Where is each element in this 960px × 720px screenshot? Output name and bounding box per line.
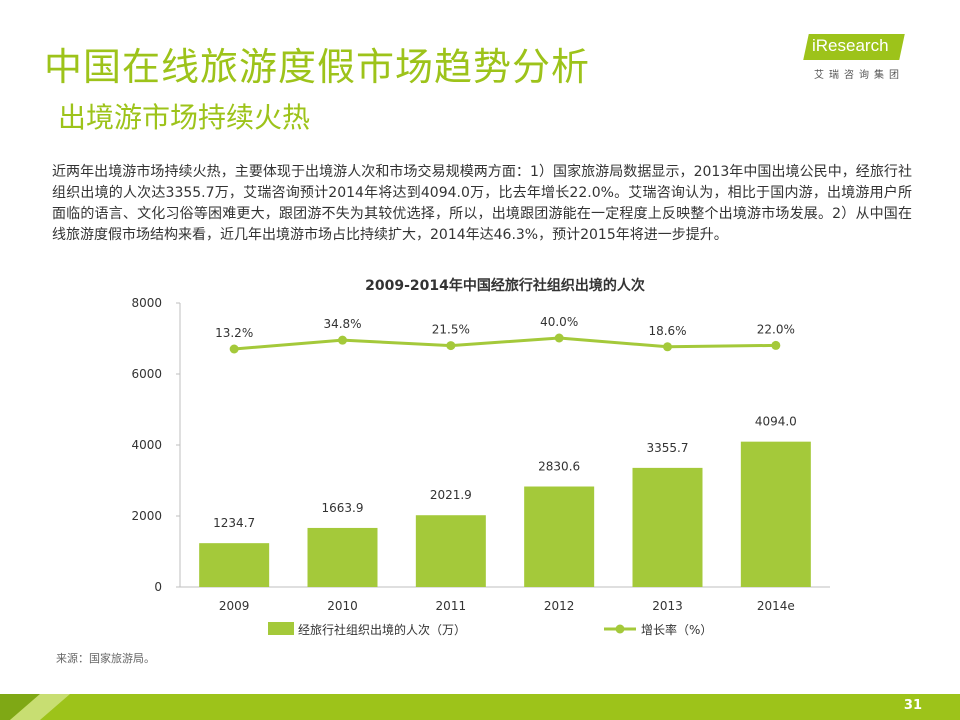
body-paragraph: 近两年出境游市场持续火热，主要体现于出境游人次和市场交易规模两方面：1）国家旅游… [52,164,912,243]
growth-value-label: 34.8% [323,317,361,331]
growth-point [446,341,456,351]
x-tick-label: 2012 [544,599,575,613]
footer-decoration [0,694,70,720]
bar-value-label: 3355.7 [647,441,689,455]
page-subtitle: 出境游市场持续火热 [58,101,311,134]
growth-point [554,333,564,343]
growth-value-label: 13.2% [215,326,253,340]
logo-text: iResearch [812,36,889,55]
footer-bar [0,694,960,720]
x-tick-label: 2009 [219,599,250,613]
chart-title: 2009-2014年中国经旅行社组织出境的人次 [365,277,645,294]
page-title: 中国在线旅游度假市场趋势分析 [44,45,591,89]
legend-bar-swatch [268,622,294,635]
bar [524,486,595,587]
x-tick-label: 2013 [652,599,683,613]
growth-point [663,342,672,352]
bar-value-label: 1234.7 [213,516,255,530]
y-tick-label: 2000 [131,509,162,523]
growth-line [234,336,776,351]
bar [199,543,270,587]
source-note: 来源：国家旅游局。 [56,652,155,665]
page-number: 31 [903,698,922,713]
chart-svg: 2009-2014年中国经旅行社组织出境的人次 0 2000 4000 6000 8000… [131,277,830,637]
growth-value-label: 21.5% [432,323,470,337]
x-tick-label: 2011 [436,599,467,613]
bar-value-label: 1663.9 [322,501,364,515]
bar-value-label: 2021.9 [430,488,472,502]
legend-bar-label: 经旅行社组织出境的人次（万） [298,622,466,637]
growth-point [771,340,781,350]
y-tick-label: 6000 [131,367,162,381]
growth-value-label: 40.0% [540,315,578,329]
x-tick-label: 2014e [757,599,795,613]
y-tick-label: 4000 [131,438,162,452]
bar [415,515,486,587]
growth-point [229,344,239,354]
y-tick-label: 8000 [131,296,162,310]
growth-value-label: 22.0% [757,322,795,336]
logo-cn-text: 艾瑞咨询集团 [814,70,904,81]
iresearch-logo: iResearch 艾瑞咨询集团 [803,34,906,88]
bar [740,441,811,587]
bar-value-label: 4094.0 [755,415,797,429]
legend-line-marker [615,624,625,634]
bar [307,527,378,587]
legend-line-label: 增长率（%） [641,622,712,637]
bar [632,467,703,587]
growth-point [338,335,347,345]
growth-value-label: 18.6% [648,324,686,338]
y-tick-label: 0 [154,580,162,594]
bar-value-label: 2830.6 [538,460,580,474]
x-tick-label: 2010 [327,599,358,613]
